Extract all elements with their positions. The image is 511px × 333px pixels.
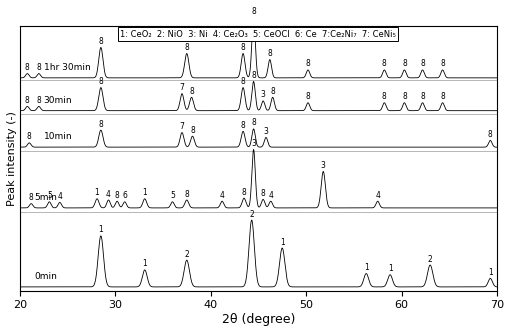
Text: 2: 2 (249, 209, 254, 218)
Text: 1: 1 (143, 259, 147, 268)
Text: 8: 8 (267, 49, 272, 58)
Text: 0min: 0min (34, 272, 57, 281)
Text: 8: 8 (440, 60, 445, 69)
Text: 8: 8 (402, 92, 407, 101)
Text: 8: 8 (99, 37, 103, 46)
Text: 7: 7 (179, 83, 184, 92)
Text: 8: 8 (261, 189, 266, 198)
Text: 8: 8 (114, 191, 120, 200)
Text: 8: 8 (27, 133, 32, 142)
Text: 8: 8 (241, 43, 245, 52)
Text: 8: 8 (402, 60, 407, 69)
Text: 1: 1 (488, 268, 493, 277)
Text: 7: 7 (179, 122, 184, 131)
Text: 8: 8 (99, 120, 103, 129)
Text: 8: 8 (270, 87, 275, 96)
Text: 1hr 30min: 1hr 30min (43, 63, 90, 72)
Text: 8: 8 (189, 87, 194, 96)
Text: 3: 3 (264, 127, 268, 136)
Text: 5min: 5min (34, 193, 57, 202)
Text: 8: 8 (99, 77, 103, 86)
Text: 8: 8 (190, 126, 195, 135)
X-axis label: 2θ (degree): 2θ (degree) (222, 313, 295, 326)
Text: 1: 1 (143, 188, 147, 197)
Text: 8: 8 (420, 92, 425, 101)
Text: 3: 3 (261, 91, 266, 100)
Text: 1: 1 (364, 263, 368, 272)
Text: 4: 4 (220, 191, 224, 200)
Text: 8: 8 (251, 119, 256, 128)
Text: 8: 8 (382, 60, 387, 69)
Y-axis label: Peak intensity (-): Peak intensity (-) (7, 111, 17, 205)
Text: 8: 8 (25, 96, 30, 105)
Text: 6: 6 (122, 191, 127, 200)
Text: 3: 3 (321, 161, 326, 170)
Text: 8: 8 (29, 193, 34, 202)
Text: 4: 4 (375, 191, 380, 200)
Text: 4: 4 (106, 189, 111, 198)
Text: 10min: 10min (43, 132, 72, 141)
Text: 8: 8 (306, 60, 310, 69)
Text: 8: 8 (36, 96, 41, 105)
Text: 8: 8 (241, 77, 245, 86)
Text: 5: 5 (47, 191, 52, 200)
Text: 8: 8 (36, 63, 41, 72)
Text: 3: 3 (251, 139, 256, 148)
Text: 4: 4 (268, 191, 273, 200)
Text: 8: 8 (488, 130, 493, 139)
Text: 2: 2 (184, 250, 189, 259)
Text: 8: 8 (306, 92, 310, 101)
Text: 2: 2 (428, 254, 432, 264)
Text: 1: CeO₂  2: NiO  3: Ni  4: Ce₂O₃  5: CeOCl  6: Ce  7:Ce₂Ni₇  7: CeNi₅: 1: CeO₂ 2: NiO 3: Ni 4: Ce₂O₃ 5: CeOCl 6… (121, 30, 397, 39)
Text: 8: 8 (420, 60, 425, 69)
Text: 1: 1 (95, 188, 100, 197)
Text: 1: 1 (388, 264, 392, 273)
Text: 8: 8 (382, 92, 387, 101)
Text: 5: 5 (170, 191, 175, 200)
Text: 8: 8 (25, 63, 30, 72)
Text: 8: 8 (184, 189, 189, 198)
Text: 8: 8 (241, 121, 245, 130)
Text: 8: 8 (242, 188, 246, 197)
Text: 30min: 30min (43, 96, 72, 105)
Text: 4: 4 (57, 192, 62, 201)
Text: 8: 8 (184, 43, 189, 52)
Text: 1: 1 (99, 225, 103, 234)
Text: 1: 1 (280, 237, 285, 246)
Text: 8: 8 (440, 92, 445, 101)
Text: 8: 8 (251, 7, 256, 16)
Text: 8: 8 (251, 71, 256, 80)
